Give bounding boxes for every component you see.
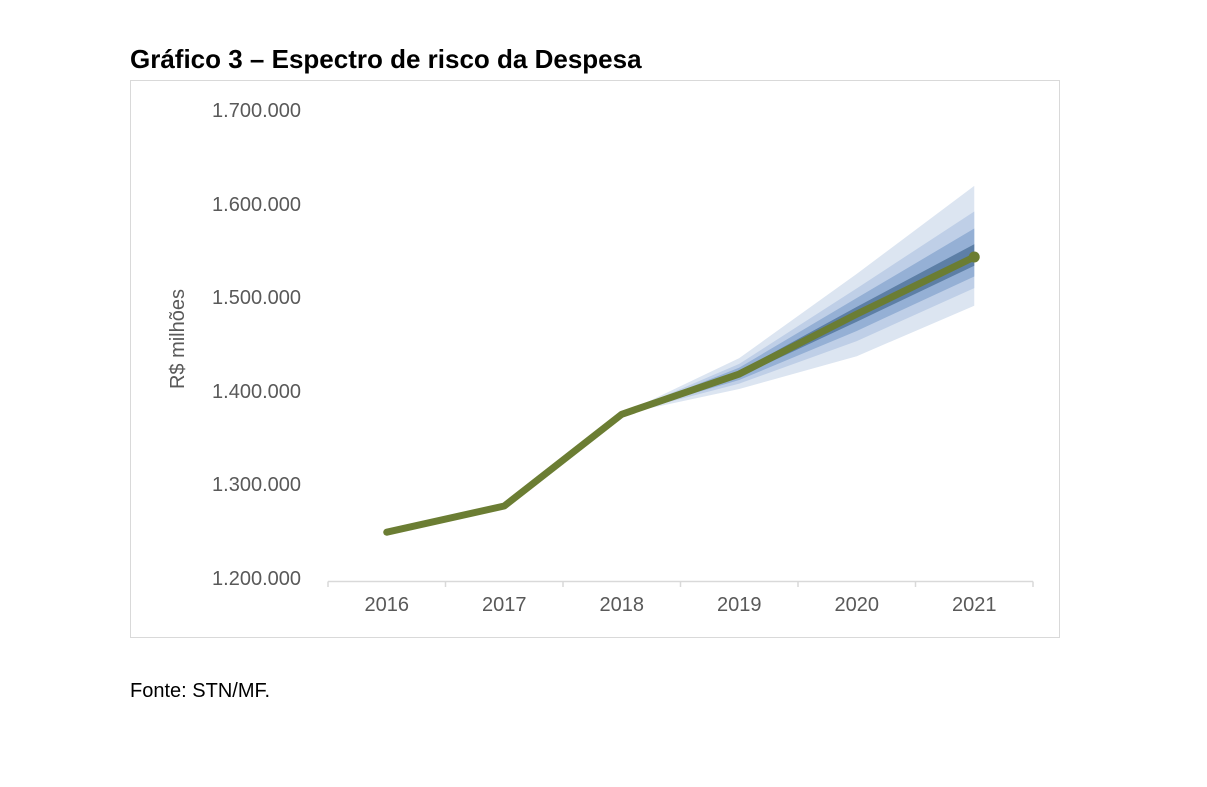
y-tick-label: 1.400.000 xyxy=(212,380,301,403)
y-tick-label: 1.700.000 xyxy=(212,100,301,122)
source-note: Fonte: STN/MF. xyxy=(130,680,271,702)
y-tick-label: 1.500.000 xyxy=(212,287,301,310)
x-tick-label: 2018 xyxy=(599,594,645,616)
y-tick-label: 1.600.000 xyxy=(212,193,301,216)
x-tick-label: 2019 xyxy=(717,594,762,616)
x-tick-label: 2017 xyxy=(482,594,527,616)
y-tick-label: 1.300.000 xyxy=(212,474,301,497)
x-tick-label: 2021 xyxy=(952,594,997,616)
fan-chart-plot xyxy=(327,185,1034,587)
x-tick-label: 2016 xyxy=(364,594,410,616)
central-projection-line xyxy=(383,253,978,536)
x-tick-label: 2020 xyxy=(834,594,880,616)
chart-area: R$ milhões 1.700.000 1.600.000 1.500.000 1.… xyxy=(130,80,1060,638)
chart-title: Gráfico 3 – Espectro de risco da Despesa xyxy=(130,44,642,74)
line-end-marker xyxy=(968,251,980,263)
y-tick-label: 1.200.000 xyxy=(212,568,301,590)
fan-band-1 xyxy=(621,211,975,415)
